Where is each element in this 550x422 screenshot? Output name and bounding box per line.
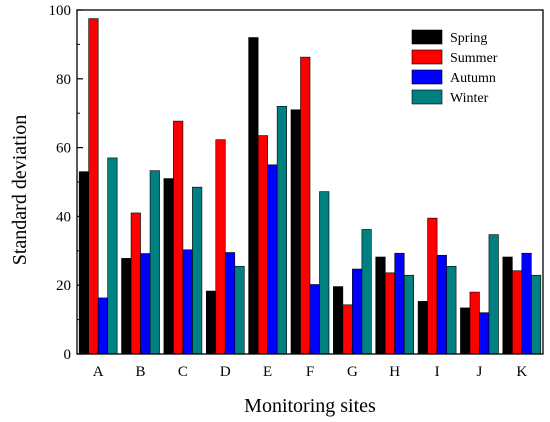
bar-spring-c: [163, 178, 174, 355]
legend-swatch-autumn: [411, 69, 443, 85]
x-tick-label: B: [136, 364, 146, 380]
bar-winter-e: [276, 106, 287, 355]
bar-spring-h: [375, 256, 386, 355]
bar-spring-a: [78, 171, 89, 355]
y-tick-label: 0: [64, 347, 72, 363]
bar-summer-c: [173, 120, 184, 355]
bar-summer-a: [88, 18, 99, 355]
bar-winter-h: [403, 274, 415, 355]
bar-autumn-e: [267, 164, 278, 355]
bar-autumn-d: [224, 252, 236, 355]
x-tick-label: I: [435, 364, 440, 380]
bar-autumn-b: [140, 253, 151, 355]
legend-swatch-summer: [411, 49, 443, 65]
x-tick-label: H: [389, 364, 400, 380]
bar-summer-g: [342, 304, 353, 355]
bar-winter-b: [149, 170, 160, 355]
bar-autumn-f: [309, 284, 320, 355]
bar-autumn-a: [97, 297, 108, 355]
legend-swatch-winter: [411, 89, 443, 105]
x-tick-label: G: [347, 364, 358, 380]
x-tick-label: A: [93, 364, 104, 380]
y-tick-label: 40: [56, 209, 71, 225]
legend-label-autumn: Autumn: [450, 71, 496, 86]
bar-winter-c: [192, 186, 203, 355]
x-tick-label: F: [306, 364, 314, 380]
y-tick-label: 60: [56, 141, 71, 157]
bar-summer-j: [469, 291, 480, 355]
bar-summer-f: [300, 56, 311, 355]
x-tick-label: C: [178, 364, 188, 380]
bar-winter-i: [446, 265, 457, 355]
bar-spring-i: [417, 301, 428, 355]
bar-summer-h: [384, 272, 396, 355]
bar-spring-b: [121, 258, 132, 355]
y-axis-title: Standard deviation: [9, 115, 31, 266]
y-tick-label: 20: [56, 278, 71, 294]
bar-spring-d: [205, 290, 217, 355]
legend-label-winter: Winter: [450, 91, 489, 106]
bar-winter-d: [234, 265, 245, 355]
plot-area: [78, 18, 542, 355]
bar-spring-e: [248, 37, 259, 355]
x-axis-title: Monitoring sites: [244, 395, 376, 417]
bar-autumn-j: [479, 312, 490, 355]
y-tick-label: 100: [49, 3, 72, 19]
bar-winter-k: [531, 274, 542, 355]
bar-summer-i: [427, 217, 438, 355]
bar-spring-g: [333, 286, 344, 355]
bar-summer-e: [257, 135, 268, 355]
x-tick-label: E: [263, 364, 272, 380]
y-tick-label: 80: [56, 72, 71, 88]
bar-spring-k: [502, 256, 513, 355]
x-tick-label: K: [516, 364, 527, 380]
bar-summer-k: [512, 270, 523, 355]
bar-autumn-g: [352, 268, 363, 355]
bar-winter-j: [488, 234, 499, 355]
legend: Spring Summer Autumn Winter: [411, 29, 498, 106]
bar-autumn-i: [436, 254, 447, 355]
bar-spring-j: [460, 307, 471, 355]
bar-winter-a: [107, 157, 118, 355]
bar-summer-d: [215, 139, 226, 355]
bar-autumn-c: [182, 249, 193, 355]
legend-swatch-spring: [411, 29, 443, 45]
x-tick-label: J: [477, 364, 483, 380]
bar-spring-f: [290, 109, 301, 355]
bar-autumn-k: [521, 252, 532, 355]
bar-summer-b: [130, 212, 141, 355]
axes: 0 20 40 60 80 100 A B C D E F G H I J K: [49, 3, 544, 380]
legend-label-summer: Summer: [450, 51, 498, 66]
x-tick-label: D: [220, 364, 231, 380]
bar-winter-g: [361, 229, 372, 355]
bar-winter-f: [319, 191, 330, 355]
bar-autumn-h: [394, 252, 405, 355]
legend-label-spring: Spring: [450, 31, 487, 46]
